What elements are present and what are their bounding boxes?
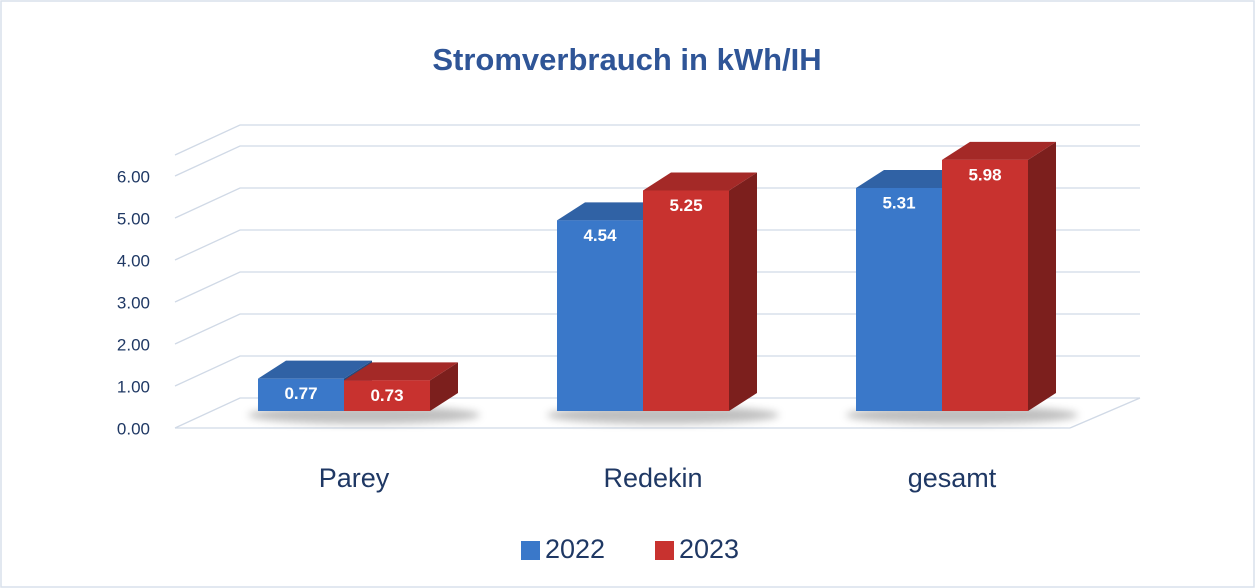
value-label: 5.31 bbox=[882, 193, 915, 212]
bar-side bbox=[729, 172, 757, 411]
value-label: 5.25 bbox=[669, 196, 702, 215]
y-tick-label: 6.00 bbox=[117, 167, 150, 186]
bar bbox=[643, 190, 729, 411]
x-tick-label: Parey bbox=[319, 463, 390, 493]
bar-top bbox=[942, 141, 1056, 160]
y-tick-label: 4.00 bbox=[117, 251, 150, 270]
grid-line bbox=[174, 313, 1140, 345]
y-tick-label: 1.00 bbox=[117, 377, 150, 396]
legend-label: 2023 bbox=[679, 534, 739, 564]
value-label: 0.77 bbox=[284, 384, 317, 403]
y-tick-label: 5.00 bbox=[117, 209, 150, 228]
grid-line bbox=[174, 397, 1140, 429]
bar-top bbox=[258, 360, 372, 379]
grid-line bbox=[174, 229, 1140, 261]
y-tick-label: 2.00 bbox=[117, 335, 150, 354]
bar bbox=[258, 378, 344, 411]
x-tick-label: gesamt bbox=[908, 463, 997, 493]
bar bbox=[942, 159, 1028, 411]
bar-top bbox=[557, 202, 671, 221]
y-tick-label: 0.00 bbox=[117, 419, 150, 438]
bar bbox=[557, 220, 643, 411]
bar bbox=[856, 187, 942, 411]
bar-top bbox=[344, 362, 458, 381]
bar-top bbox=[856, 169, 970, 188]
chart-title: Stromverbrauch in kWh/IH bbox=[432, 42, 821, 77]
legend-label: 2022 bbox=[545, 534, 605, 564]
value-label: 0.73 bbox=[370, 386, 403, 405]
bar-top bbox=[643, 172, 757, 191]
value-label: 5.98 bbox=[968, 165, 1001, 184]
value-label: 4.54 bbox=[583, 226, 617, 245]
bar bbox=[344, 380, 430, 411]
grid-line bbox=[174, 271, 1140, 303]
grid-line bbox=[174, 187, 1140, 219]
grid-line bbox=[174, 124, 1140, 156]
y-tick-label: 3.00 bbox=[117, 293, 150, 312]
grid-line bbox=[174, 355, 1140, 387]
bar-side bbox=[430, 362, 458, 411]
legend-swatch bbox=[655, 541, 674, 560]
legend-swatch bbox=[521, 541, 540, 560]
grid-line bbox=[174, 145, 1140, 177]
bar-side bbox=[1028, 141, 1056, 411]
floor-edge bbox=[1069, 397, 1141, 429]
x-tick-label: Redekin bbox=[603, 463, 702, 493]
